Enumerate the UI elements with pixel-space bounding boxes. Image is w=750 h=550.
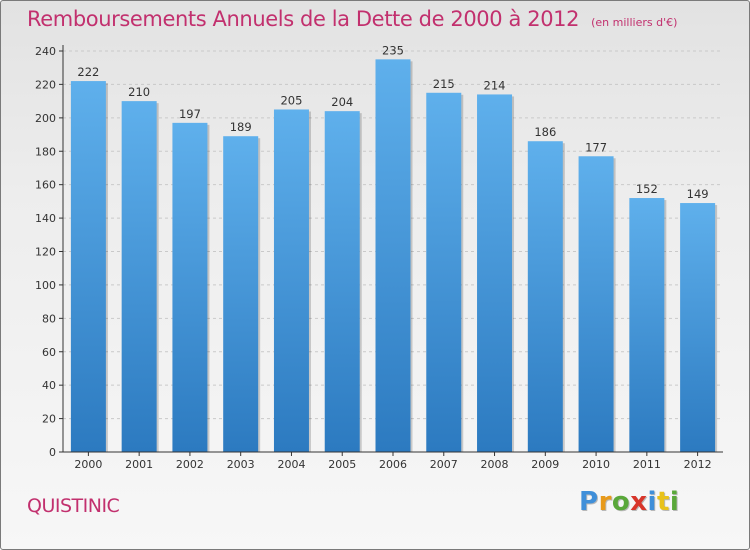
bar <box>223 136 259 452</box>
bar <box>578 156 614 452</box>
x-tick-label: 2000 <box>74 458 102 471</box>
y-tick-label: 40 <box>42 379 56 392</box>
logo-letter: P <box>579 487 599 517</box>
logo-letter: x <box>630 487 648 517</box>
bar <box>477 94 513 453</box>
x-tick-label: 2002 <box>176 458 204 471</box>
bar <box>375 59 411 453</box>
commune-name: QUISTINIC <box>27 495 120 517</box>
bar-group <box>375 59 413 453</box>
x-tick-label: 2012 <box>684 458 712 471</box>
labels: 0 20 40 60 80 100 120 140 160 180 200 220 240 222 2000… <box>35 43 712 471</box>
x-tick-label: 2004 <box>277 458 305 471</box>
bar-value-label: 186 <box>534 125 556 139</box>
bars <box>70 59 718 453</box>
bar <box>172 122 208 453</box>
chart-title: Remboursements Annuels de la Dette de 20… <box>27 7 677 31</box>
x-tick-label: 2003 <box>227 458 255 471</box>
y-tick-label: 0 <box>49 446 56 459</box>
x-tick-label: 2011 <box>633 458 661 471</box>
logo-letter: o <box>611 487 631 517</box>
bar <box>121 101 157 452</box>
x-tick-label: 2001 <box>125 458 153 471</box>
bar <box>70 81 106 452</box>
bar <box>680 203 716 452</box>
x-tick-label: 2007 <box>430 458 458 471</box>
x-tick-label: 2005 <box>328 458 356 471</box>
chart-title-main: Remboursements Annuels de la Dette de 20… <box>27 7 580 31</box>
bar-group <box>121 101 159 452</box>
y-tick-label: 240 <box>35 45 56 58</box>
bar-group <box>680 203 718 452</box>
bar <box>426 92 462 452</box>
y-tick-label: 160 <box>35 179 56 192</box>
x-tick-label: 2008 <box>481 458 509 471</box>
y-tick-label: 20 <box>42 413 56 426</box>
bar-value-label: 152 <box>636 182 658 196</box>
bar-group <box>477 94 515 453</box>
x-tick-label: 2009 <box>531 458 559 471</box>
y-tick-label: 60 <box>42 346 56 359</box>
y-tick-label: 120 <box>35 246 56 259</box>
bar-group <box>629 198 667 452</box>
logo-letter: i <box>647 487 657 517</box>
bar-group <box>426 92 464 452</box>
y-tick-label: 80 <box>42 312 56 325</box>
bar-group <box>273 109 311 453</box>
bar-group <box>70 81 108 452</box>
bar-value-label: 149 <box>687 187 709 201</box>
bar-value-label: 214 <box>484 78 506 92</box>
bar-group <box>527 141 565 452</box>
proxiti-logo: Proxiti <box>579 487 679 517</box>
y-tick-label: 220 <box>35 78 56 91</box>
bar-value-label: 197 <box>179 107 201 121</box>
x-tick-label: 2006 <box>379 458 407 471</box>
logo-letter: r <box>598 487 612 517</box>
bar <box>527 141 563 452</box>
bar <box>324 111 360 453</box>
bar <box>629 198 665 452</box>
axes <box>59 45 723 456</box>
bar-value-label: 215 <box>433 77 455 91</box>
bar-group <box>223 136 261 452</box>
logo-letter: i <box>669 487 680 517</box>
bar-value-label: 204 <box>331 95 353 109</box>
y-tick-label: 200 <box>35 112 56 125</box>
y-tick-label: 180 <box>35 145 56 158</box>
bar-value-label: 235 <box>382 43 404 57</box>
bar-value-label: 189 <box>230 120 252 134</box>
bar <box>273 109 309 453</box>
y-tick-label: 100 <box>35 279 56 292</box>
bar-group <box>578 156 616 452</box>
bar-group <box>172 122 210 453</box>
bar-value-label: 177 <box>585 140 607 154</box>
bar-group <box>324 111 362 453</box>
y-tick-label: 140 <box>35 212 56 225</box>
logo-letter: t <box>656 487 670 517</box>
bar-value-label: 205 <box>280 93 302 107</box>
bar-value-label: 210 <box>128 85 150 99</box>
chart-subtitle: (en milliers d'€) <box>591 16 678 29</box>
bar-value-label: 222 <box>77 65 99 79</box>
x-tick-label: 2010 <box>582 458 610 471</box>
